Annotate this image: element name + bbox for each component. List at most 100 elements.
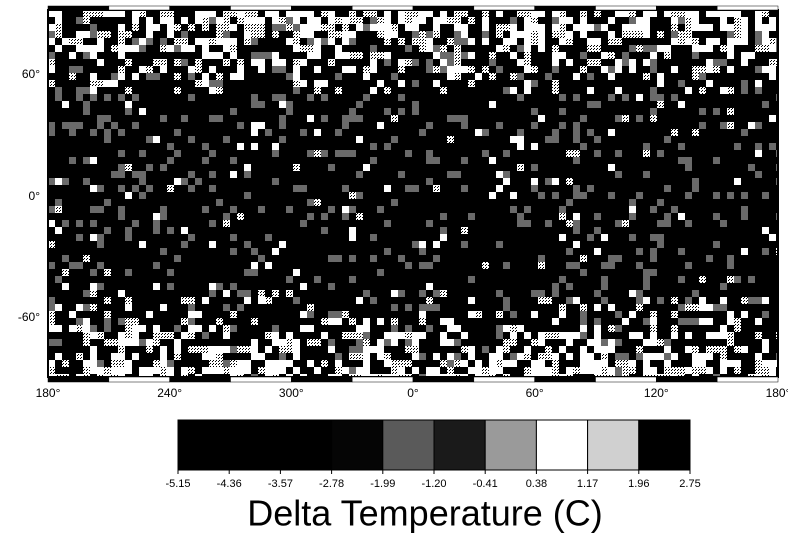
map-cell: [314, 80, 321, 87]
map-cell: [734, 73, 741, 80]
map-cell: [412, 304, 419, 311]
map-cell: [349, 101, 356, 108]
map-cell: [468, 227, 475, 234]
map-cell: [363, 17, 370, 24]
map-cell: [111, 297, 118, 304]
map-cell: [62, 150, 69, 157]
map-cell: [272, 234, 279, 241]
map-cell: [286, 73, 293, 80]
map-cell: [251, 332, 258, 339]
map-cell: [125, 80, 132, 87]
map-cell: [286, 325, 293, 332]
map-cell: [405, 192, 412, 199]
map-cell: [664, 150, 671, 157]
map-cell: [216, 332, 223, 339]
map-cell: [223, 332, 230, 339]
map-cell: [251, 220, 258, 227]
map-cell: [202, 87, 209, 94]
map-cell: [412, 283, 419, 290]
map-cell: [447, 17, 454, 24]
map-cell: [321, 122, 328, 129]
map-cell: [97, 108, 104, 115]
map-cell: [153, 290, 160, 297]
map-cell: [573, 150, 580, 157]
map-cell: [307, 255, 314, 262]
map-cell: [615, 73, 622, 80]
map-cell: [538, 234, 545, 241]
map-cell: [48, 73, 55, 80]
map-cell: [545, 129, 552, 136]
map-cell: [244, 241, 251, 248]
map-cell: [293, 108, 300, 115]
map-cell: [643, 59, 650, 66]
map-cell: [76, 304, 83, 311]
map-cell: [384, 332, 391, 339]
map-cell: [552, 10, 559, 17]
map-cell: [657, 24, 664, 31]
map-cell: [363, 80, 370, 87]
map-cell: [573, 52, 580, 59]
map-cell: [678, 122, 685, 129]
map-cell: [482, 73, 489, 80]
map-cell: [573, 136, 580, 143]
map-cell: [307, 108, 314, 115]
map-cell: [286, 178, 293, 185]
map-cell: [167, 73, 174, 80]
map-cell: [314, 24, 321, 31]
map-cell: [391, 332, 398, 339]
map-cell: [405, 234, 412, 241]
map-cell: [748, 206, 755, 213]
map-cell: [650, 80, 657, 87]
map-cell: [216, 10, 223, 17]
map-cell: [55, 157, 62, 164]
map-cell: [503, 59, 510, 66]
map-cell: [321, 297, 328, 304]
map-cell: [174, 283, 181, 290]
map-cell: [559, 94, 566, 101]
map-cell: [552, 45, 559, 52]
map-cell: [699, 31, 706, 38]
map-cell: [335, 241, 342, 248]
map-cell: [496, 129, 503, 136]
map-cell: [748, 52, 755, 59]
map-cell: [426, 94, 433, 101]
map-cell: [566, 24, 573, 31]
map-cell: [580, 227, 587, 234]
map-cell: [510, 66, 517, 73]
map-cell: [391, 283, 398, 290]
map-cell: [321, 52, 328, 59]
map-cell: [524, 164, 531, 171]
map-cell: [48, 52, 55, 59]
map-cell: [370, 255, 377, 262]
map-cell: [160, 66, 167, 73]
map-cell: [181, 269, 188, 276]
map-cell: [755, 276, 762, 283]
map-cell: [55, 38, 62, 45]
map-cell: [188, 101, 195, 108]
map-cell: [265, 262, 272, 269]
map-cell: [69, 276, 76, 283]
map-cell: [342, 136, 349, 143]
map-cell: [657, 108, 664, 115]
map-cell: [524, 80, 531, 87]
map-cell: [552, 24, 559, 31]
map-cell: [524, 150, 531, 157]
map-cell: [419, 45, 426, 52]
map-cell: [538, 304, 545, 311]
map-cell: [496, 206, 503, 213]
map-cell: [433, 269, 440, 276]
map-cell: [685, 290, 692, 297]
map-cell: [62, 157, 69, 164]
map-cell: [111, 227, 118, 234]
map-cell: [83, 94, 90, 101]
map-cell: [370, 220, 377, 227]
map-cell: [97, 24, 104, 31]
map-cell: [181, 276, 188, 283]
map-cell: [475, 171, 482, 178]
map-cell: [643, 311, 650, 318]
map-cell: [622, 80, 629, 87]
map-cell: [76, 115, 83, 122]
map-cell: [678, 24, 685, 31]
map-cell: [608, 318, 615, 325]
map-cell: [279, 269, 286, 276]
